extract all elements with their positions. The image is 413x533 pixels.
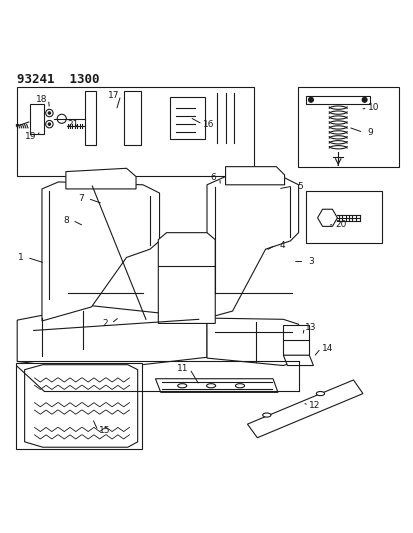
Text: 3: 3 — [307, 257, 313, 266]
Bar — [17, 363, 142, 449]
Polygon shape — [24, 365, 138, 447]
Circle shape — [48, 123, 50, 125]
Text: 21: 21 — [67, 119, 78, 128]
Polygon shape — [282, 325, 309, 355]
Polygon shape — [206, 176, 298, 318]
Text: 4: 4 — [279, 240, 284, 249]
Text: 17: 17 — [108, 91, 120, 100]
Bar — [297, 87, 398, 167]
Text: 2: 2 — [102, 319, 107, 328]
Text: 9: 9 — [366, 128, 372, 137]
Polygon shape — [66, 168, 136, 189]
Ellipse shape — [235, 384, 244, 388]
Circle shape — [361, 98, 366, 102]
Text: 5: 5 — [296, 182, 302, 190]
Text: 10: 10 — [368, 103, 379, 112]
Text: 20: 20 — [335, 220, 346, 229]
Polygon shape — [282, 355, 313, 366]
Bar — [17, 87, 254, 176]
Text: 6: 6 — [210, 173, 216, 182]
Ellipse shape — [262, 413, 270, 417]
Circle shape — [308, 98, 313, 102]
Text: 1: 1 — [18, 253, 23, 262]
Polygon shape — [206, 318, 298, 366]
Text: 93241  1300: 93241 1300 — [17, 74, 100, 86]
Circle shape — [48, 112, 50, 114]
Polygon shape — [124, 91, 141, 145]
Text: 19: 19 — [25, 132, 36, 141]
Ellipse shape — [206, 384, 215, 388]
Polygon shape — [85, 91, 95, 145]
Text: 12: 12 — [309, 401, 320, 410]
Polygon shape — [225, 167, 284, 185]
Bar — [169, 98, 204, 139]
Text: 13: 13 — [304, 323, 316, 332]
Text: 16: 16 — [203, 119, 214, 128]
Polygon shape — [155, 379, 277, 392]
Text: 11: 11 — [177, 365, 188, 373]
Text: 18: 18 — [36, 95, 47, 104]
Polygon shape — [42, 182, 159, 321]
Text: 8: 8 — [63, 216, 69, 225]
Text: 14: 14 — [321, 344, 332, 353]
Polygon shape — [29, 103, 44, 134]
Polygon shape — [17, 306, 206, 370]
Polygon shape — [247, 380, 362, 438]
Polygon shape — [317, 209, 337, 227]
Ellipse shape — [177, 384, 186, 388]
Bar — [305, 96, 369, 103]
Polygon shape — [158, 233, 215, 324]
Ellipse shape — [316, 392, 324, 395]
Text: 7: 7 — [78, 194, 84, 203]
Bar — [305, 191, 382, 243]
Text: 15: 15 — [99, 426, 110, 435]
